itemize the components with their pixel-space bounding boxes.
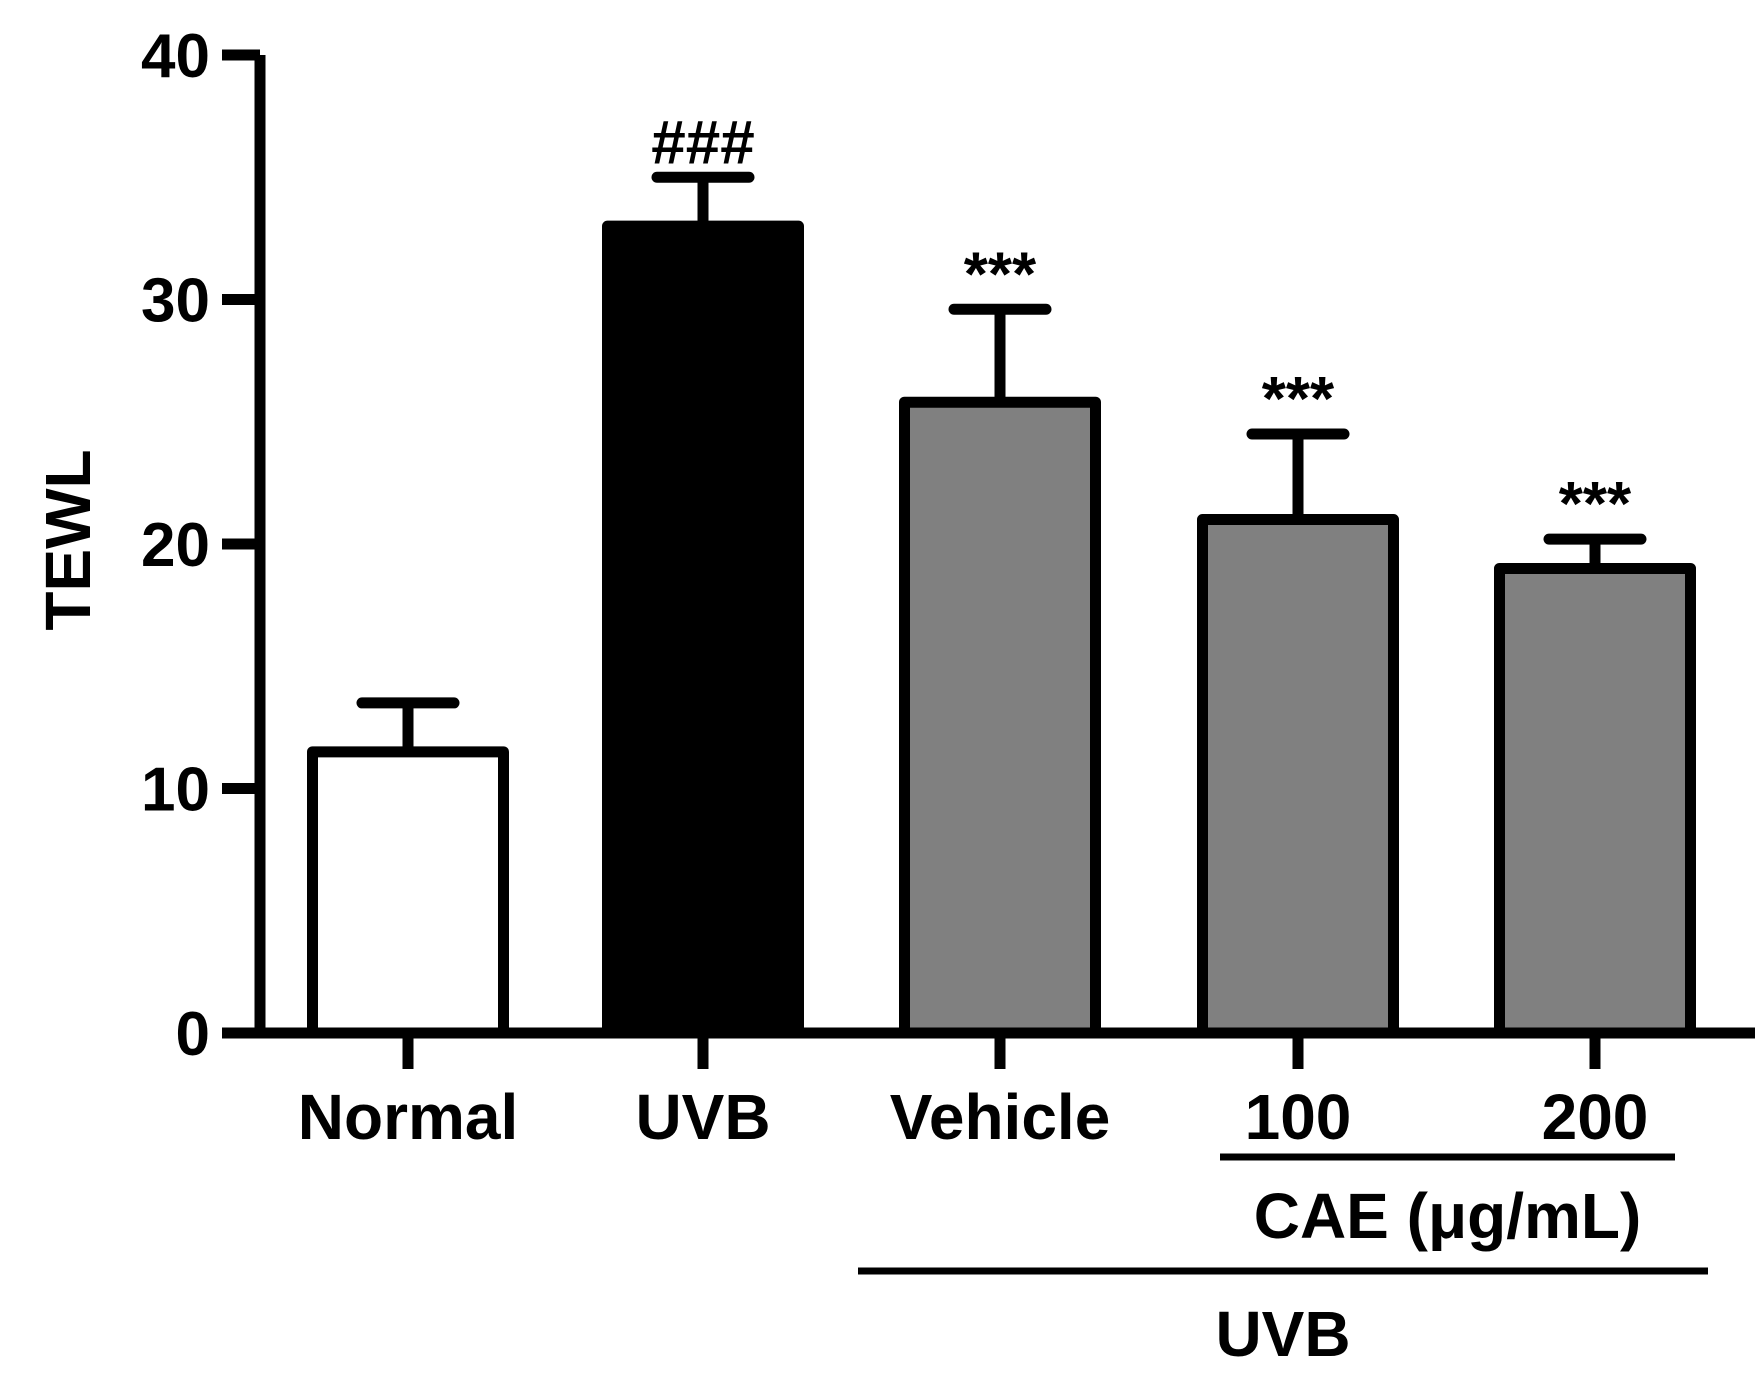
significance-label-4: *** [1559, 470, 1632, 539]
group-label-0: CAE (μg/mL) [1254, 1180, 1642, 1252]
x-tick-label-2: Vehicle [890, 1081, 1111, 1153]
significance-label-1: ### [651, 108, 754, 177]
x-tick-label-4: 200 [1542, 1081, 1649, 1153]
y-tick-label-2: 20 [141, 511, 210, 580]
x-tick-label-0: Normal [298, 1081, 519, 1153]
y-axis-label: TEWL [32, 449, 104, 630]
bar-2 [899, 396, 1101, 1039]
significance-label-3: *** [1262, 365, 1335, 434]
y-tick-label-4: 40 [141, 22, 210, 91]
y-tick-label-0: 0 [176, 1000, 210, 1069]
y-tick-label-3: 30 [141, 267, 210, 336]
bar-1 [602, 220, 804, 1039]
significance-label-2: *** [964, 240, 1037, 309]
y-tick-label-1: 10 [141, 756, 210, 825]
group-label-1: UVB [1215, 1298, 1350, 1370]
x-tick-label-3: 100 [1245, 1081, 1352, 1153]
plot-area: ### *** *** *** 0 10 20 30 40 Normal UVB Vehicle 100… [141, 22, 1755, 1370]
x-tick-label-1: UVB [635, 1081, 770, 1153]
bar-3 [1197, 514, 1399, 1039]
bar-0 [307, 746, 509, 1039]
bar-4 [1494, 562, 1696, 1039]
